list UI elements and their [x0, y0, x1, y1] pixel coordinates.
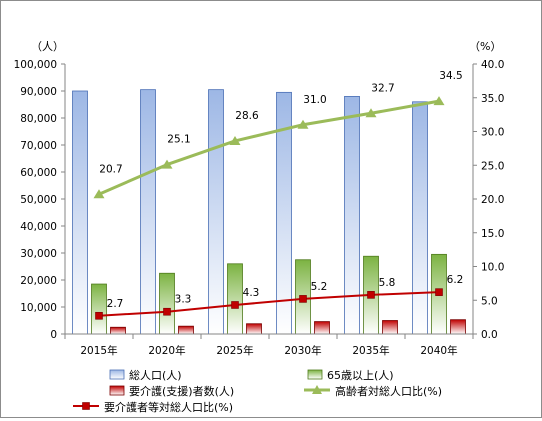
legend-swatch-care [109, 385, 125, 396]
right-tick-label: 20.0 [481, 194, 504, 206]
left-tick-label: 70,000 [20, 140, 57, 152]
bar-aged-65-plus [91, 283, 107, 335]
legend-item-aged: 65歳以上(人) [307, 369, 394, 382]
x-tick-label: 2035年 [352, 344, 389, 357]
data-label-aged-ratio: 32.7 [371, 82, 394, 94]
right-tick-label: 0.0 [481, 329, 498, 341]
legend-swatch-total [109, 369, 125, 380]
left-tick-label: 20,000 [20, 275, 57, 287]
data-label-care-ratio: 5.2 [311, 281, 328, 293]
marker-care-ratio [435, 288, 443, 296]
legend-marker-care-ratio [82, 402, 90, 410]
line-aged-ratio [98, 99, 440, 196]
x-tick-label: 2015年 [80, 344, 117, 357]
data-label-aged-ratio: 25.1 [167, 134, 190, 146]
left-tick-label: 90,000 [20, 86, 57, 98]
data-label-care-ratio: 5.8 [379, 277, 396, 289]
legend-item-care-ratio: 要介護者等対総人口比(%) [73, 400, 233, 414]
right-tick-label: 35.0 [481, 93, 504, 105]
x-tick-label: 2030年 [284, 344, 321, 357]
left-tick-label: 100,000 [14, 59, 57, 71]
bar-care-recipients [246, 323, 262, 335]
data-label-aged-ratio: 28.6 [235, 110, 259, 122]
bar-aged-65-plus [227, 263, 243, 335]
bar-aged-65-plus [159, 272, 175, 335]
legend-label-aged: 65歳以上(人) [327, 369, 394, 382]
legend: 総人口(人) 65歳以上(人) 要介護(支援)者数(人) 高齢者対総人口比(%)… [73, 368, 442, 414]
right-tick-label: 10.0 [481, 262, 504, 274]
left-axis-unit: （人） [31, 40, 64, 53]
marker-care-ratio [299, 295, 307, 303]
x-tick-label: 2025年 [216, 344, 253, 357]
left-axis-ticks: 0 10,000 20,000 30,000 40,000 50,000 60,000 70,… [14, 59, 65, 341]
right-tick-label: 30.0 [481, 127, 504, 139]
left-tick-label: 80,000 [20, 113, 57, 125]
left-tick-label: 40,000 [20, 221, 57, 233]
left-tick-label: 60,000 [20, 167, 57, 179]
bar-total-population [72, 90, 88, 335]
left-tick-label: 10,000 [20, 302, 57, 314]
left-tick-label: 30,000 [20, 248, 57, 260]
legend-item-total: 総人口(人) [109, 368, 182, 382]
data-label-aged-ratio: 31.0 [303, 94, 326, 106]
data-label-care-ratio: 3.3 [175, 294, 192, 306]
right-tick-label: 40.0 [481, 59, 504, 71]
marker-aged-ratio [229, 135, 241, 145]
bar-total-population [140, 89, 156, 335]
data-label-aged-ratio: 34.5 [439, 70, 462, 82]
marker-aged-ratio [297, 119, 309, 129]
marker-care-ratio [95, 311, 103, 320]
bar-care-recipients [450, 319, 466, 335]
right-tick-label: 15.0 [481, 228, 504, 240]
data-label-care-ratio: 4.3 [243, 287, 260, 299]
marker-care-ratio [231, 301, 239, 309]
marker-aged-ratio [365, 108, 377, 118]
legend-label-care-ratio: 要介護者等対総人口比(%) [104, 400, 233, 414]
marker-aged-ratio [433, 96, 445, 106]
bar-care-recipients [382, 320, 398, 335]
legend-label-aged-ratio: 高齢者対総人口比(%) [335, 384, 442, 398]
line-care-ratio [98, 291, 440, 317]
legend-label-total: 総人口(人) [129, 368, 182, 382]
bar-care-recipients [314, 321, 330, 335]
data-label-care-ratio: 2.7 [107, 298, 124, 310]
bar-total-population [208, 89, 224, 335]
bar-care-recipients [178, 325, 194, 335]
right-tick-label: 25.0 [481, 160, 504, 172]
left-tick-label: 50,000 [20, 194, 57, 206]
bar-total-population [344, 96, 360, 335]
x-axis-labels: 2015年 2020年 2025年 2030年 2035年 2040年 [64, 334, 474, 357]
legend-label-care: 要介護(支援)者数(人) [129, 384, 234, 398]
bar-total-population [412, 101, 428, 335]
legend-item-aged-ratio: 高齢者対総人口比(%) [304, 384, 442, 398]
marker-aged-ratio [161, 159, 173, 169]
bars [72, 89, 466, 335]
right-axis-unit: （%） [469, 40, 501, 53]
legend-marker-aged-ratio [312, 385, 322, 394]
bar-care-recipients [110, 326, 126, 335]
right-axis-ticks: 0.0 5.0 10.0 15.0 20.0 25.0 30.0 35.0 40.0 [473, 59, 504, 341]
right-tick-label: 5.0 [481, 295, 498, 307]
left-tick-label: 0 [50, 329, 57, 341]
x-tick-label: 2040年 [420, 344, 457, 357]
lines: 20.7 25.1 28.6 31.0 32.7 34.5 2.7 3.3 4.3 5.2 5.8 6… [93, 70, 464, 320]
legend-item-care: 要介護(支援)者数(人) [109, 384, 234, 398]
x-tick-label: 2020年 [148, 344, 185, 357]
marker-care-ratio [367, 291, 375, 299]
legend-swatch-aged [307, 369, 323, 380]
marker-aged-ratio [93, 189, 105, 199]
data-label-aged-ratio: 20.7 [99, 163, 122, 175]
data-label-care-ratio: 6.2 [447, 274, 464, 286]
marker-care-ratio [163, 307, 171, 316]
